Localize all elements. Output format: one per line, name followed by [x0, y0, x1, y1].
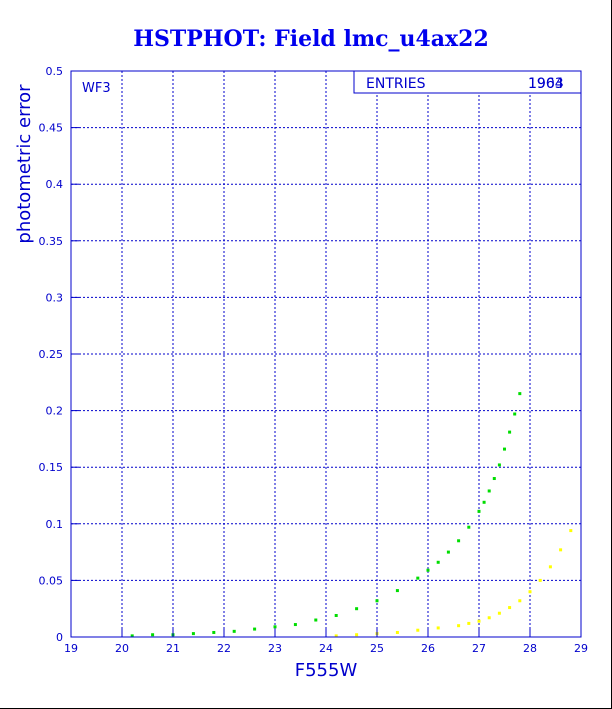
- x-tick-label: 22: [217, 642, 231, 655]
- green-data-point: [314, 618, 318, 622]
- green-data-point: [253, 627, 257, 631]
- y-tick-label: 0.2: [46, 405, 64, 418]
- yellow-data-point: [548, 565, 552, 569]
- panel-label: WF3: [82, 81, 111, 96]
- green-data-point: [416, 576, 420, 580]
- green-data-point: [446, 550, 450, 554]
- x-tick-label: 19: [64, 642, 78, 655]
- y-axis-label: photometric error: [14, 84, 35, 244]
- y-tick-label: 0.25: [39, 348, 64, 361]
- green-data-point: [191, 632, 195, 636]
- y-tick-label: 0: [56, 631, 63, 644]
- yellow-data-point: [559, 548, 563, 552]
- green-data-point: [518, 392, 522, 396]
- chart-title: HSTPHOT: Field lmc_u4ax22: [133, 26, 489, 52]
- yellow-data-point: [416, 628, 420, 632]
- data-points: [130, 392, 573, 638]
- yellow-data-point: [477, 619, 481, 623]
- yellow-data-point: [457, 624, 461, 628]
- x-tick-label: 27: [472, 642, 486, 655]
- green-data-point: [457, 539, 461, 543]
- x-tick-label: 26: [421, 642, 435, 655]
- green-data-point: [477, 509, 481, 513]
- green-data-point: [273, 625, 277, 629]
- x-tick-label: 28: [523, 642, 537, 655]
- green-data-point: [508, 430, 512, 434]
- yellow-data-point: [334, 634, 338, 638]
- y-tick-label: 0.4: [46, 178, 64, 191]
- stats-box-border: [353, 70, 582, 94]
- yellow-data-point: [487, 616, 491, 620]
- yellow-data-point: [508, 606, 512, 610]
- green-data-point: [482, 500, 486, 504]
- y-tick-label: 0.05: [39, 574, 64, 587]
- green-data-point: [513, 412, 517, 416]
- green-data-point: [492, 477, 496, 481]
- y-tick-label: 0.3: [46, 291, 64, 304]
- grid-lines: [71, 71, 581, 637]
- y-tick-label: 0.15: [39, 461, 64, 474]
- green-data-point: [232, 629, 236, 633]
- y-tick-label: 0.35: [39, 235, 64, 248]
- x-tick-label: 24: [319, 642, 333, 655]
- x-tick-label: 25: [370, 642, 384, 655]
- green-data-point: [497, 463, 501, 467]
- stats-entries-value-a: 1963: [528, 76, 564, 92]
- green-data-point: [487, 489, 491, 493]
- green-data-point: [375, 599, 379, 603]
- yellow-data-point: [467, 621, 471, 625]
- y-tick-label: 0.1: [46, 518, 64, 531]
- x-tick-label: 20: [115, 642, 129, 655]
- green-data-point: [467, 525, 471, 529]
- stats-entries-value-b: 1904: [528, 76, 564, 92]
- x-tick-label: 21: [166, 642, 180, 655]
- green-data-point: [426, 568, 430, 572]
- yellow-data-point: [528, 590, 532, 594]
- yellow-data-point: [518, 599, 522, 603]
- green-data-point: [293, 623, 297, 627]
- x-axis-label: F555W: [295, 660, 358, 681]
- green-data-point: [151, 633, 155, 637]
- x-tick-label: 29: [574, 642, 588, 655]
- yellow-data-point: [538, 578, 542, 582]
- y-tick-label: 0.45: [39, 122, 64, 135]
- yellow-data-point: [569, 529, 573, 533]
- yellow-data-point: [355, 633, 359, 637]
- stats-box: ENTRIES 1963 1904: [353, 70, 582, 94]
- yellow-data-point: [436, 626, 440, 630]
- yellow-data-point: [395, 630, 399, 634]
- green-data-point: [395, 589, 399, 593]
- green-data-point: [355, 607, 359, 611]
- green-data-point: [130, 634, 134, 638]
- green-data-point: [503, 447, 506, 451]
- green-data-point: [436, 560, 440, 564]
- yellow-data-point: [497, 611, 501, 615]
- stats-entries-label: ENTRIES: [366, 76, 426, 92]
- x-tick-label: 23: [268, 642, 282, 655]
- y-tick-label: 0.5: [46, 65, 64, 78]
- green-data-point: [212, 630, 216, 634]
- green-data-point: [334, 613, 338, 617]
- axis-ticks: 19 20 21 22 23 24 25 26 27 28 29 0 0.05 0.1 0.15 0.2 0.2…: [39, 65, 589, 655]
